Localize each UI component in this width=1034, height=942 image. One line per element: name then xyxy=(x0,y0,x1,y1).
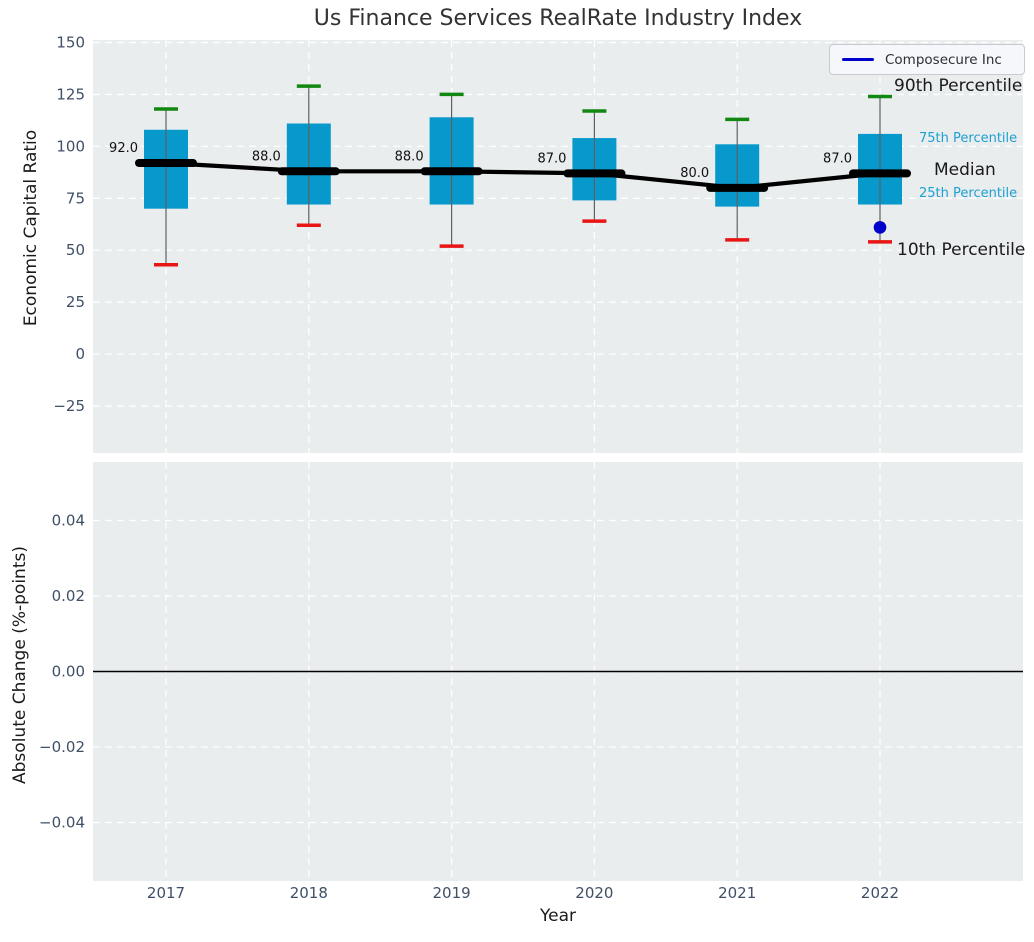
top-panel-background xyxy=(93,40,1023,453)
x-tick-labels: 2017 2018 2019 2020 2021 2022 xyxy=(147,884,899,902)
median-markers: 92.0 88.0 88.0 87.0 80.0 87.0 xyxy=(109,141,911,192)
y-tick-label: 125 xyxy=(56,85,85,103)
median-marker xyxy=(277,167,340,176)
annotation-10th-percentile: 10th Percentile xyxy=(897,240,1026,260)
y-tick-label: 50 xyxy=(66,241,85,259)
y-tick-label: 75 xyxy=(66,189,85,207)
x-tick-label: 2021 xyxy=(718,884,756,902)
y-tick-labels: 150 125 100 75 50 25 0 −25 0.04 0.02 0.00 −0.02 −0.0… xyxy=(39,33,85,831)
boxplot-2017 xyxy=(144,107,188,267)
y-tick-label: −0.02 xyxy=(39,738,85,756)
composecure-point xyxy=(873,221,887,234)
median-value-label: 88.0 xyxy=(252,149,281,164)
median-value-label: 88.0 xyxy=(395,149,424,164)
boxplots xyxy=(144,84,902,267)
top-y-axis-label: Economic Capital Ratio xyxy=(21,129,41,327)
annotation-25th-percentile: 25th Percentile xyxy=(919,186,1018,201)
annotation-75th-percentile: 75th Percentile xyxy=(919,131,1018,146)
annotation-90th-percentile: 90th Percentile xyxy=(894,76,1023,96)
x-axis-label: Year xyxy=(540,906,576,926)
y-tick-label: 100 xyxy=(56,137,85,155)
median-marker xyxy=(135,158,197,167)
y-tick-label: 150 xyxy=(56,33,85,51)
median-value-label: 87.0 xyxy=(823,151,852,166)
y-tick-label: 0.02 xyxy=(52,587,85,605)
boxplot-2018 xyxy=(286,84,331,228)
y-tick-label: 0.04 xyxy=(52,512,85,530)
annotation-median: Median xyxy=(934,160,996,180)
boxplot-2022 xyxy=(858,94,902,244)
y-tick-label: 0.00 xyxy=(52,663,85,681)
x-tick-label: 2019 xyxy=(433,884,471,902)
median-value-label: 92.0 xyxy=(109,141,138,156)
boxplot-2019 xyxy=(429,92,474,248)
chart-title: Us Finance Services RealRate Industry In… xyxy=(313,6,803,31)
median-marker xyxy=(706,183,769,192)
median-marker xyxy=(849,169,911,178)
boxplot-2020 xyxy=(572,109,617,223)
y-tick-label: 0 xyxy=(75,345,85,363)
y-tick-label: 25 xyxy=(66,293,85,311)
legend-series-label: Composecure Inc xyxy=(885,51,1002,68)
bottom-y-axis-label: Absolute Change (%-points) xyxy=(10,546,30,784)
boxplot-2021 xyxy=(715,117,760,242)
x-tick-label: 2017 xyxy=(147,884,185,902)
legend-line-swatch xyxy=(842,57,874,62)
x-tick-label: 2018 xyxy=(290,884,328,902)
y-tick-label: −25 xyxy=(53,397,85,415)
median-marker xyxy=(563,169,626,178)
x-tick-label: 2020 xyxy=(575,884,613,902)
median-marker xyxy=(420,167,483,176)
y-tick-label: −0.04 xyxy=(39,813,85,831)
median-value-label: 87.0 xyxy=(537,151,566,166)
legend-box: Composecure Inc xyxy=(829,44,1025,75)
x-tick-label: 2022 xyxy=(861,884,899,902)
median-value-label: 80.0 xyxy=(680,166,709,181)
